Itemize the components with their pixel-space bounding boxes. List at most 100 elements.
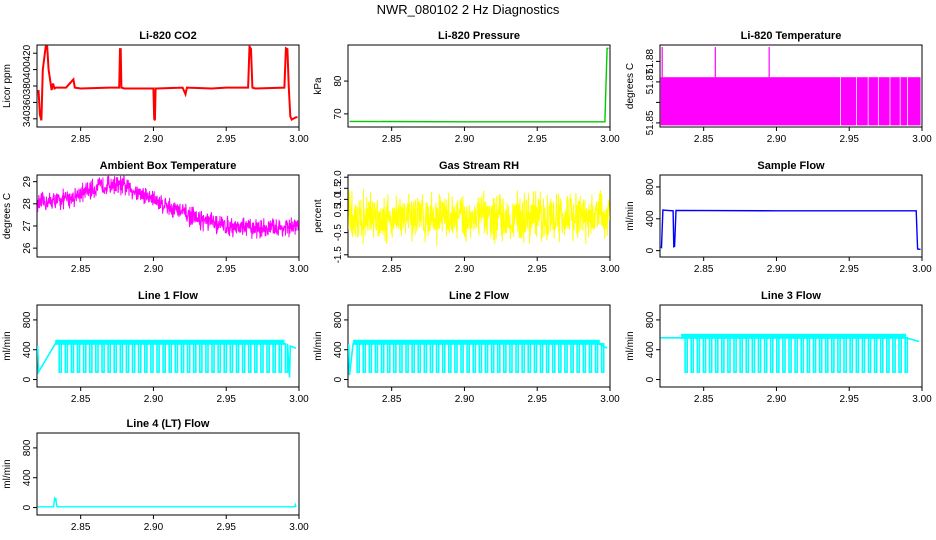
plot-frame xyxy=(36,432,300,516)
series-line xyxy=(37,45,298,121)
panel-title: Sample Flow xyxy=(757,160,825,172)
panel-title: Line 4 (LT) Flow xyxy=(127,418,210,430)
x-tick-label: 3.00 xyxy=(289,522,309,533)
y-tick-label: -0.5 xyxy=(333,224,344,242)
data-layer xyxy=(37,45,298,121)
panel-1: Li-820 CO2 2.85 2.90 2.95 3.00 34036038040042… xyxy=(2,30,309,145)
y-tick-label: 400 xyxy=(22,61,33,78)
x-tick-label: 2.85 xyxy=(71,134,91,145)
y-tick-label: 80 xyxy=(333,75,344,87)
panel-title: Gas Stream RH xyxy=(439,160,519,172)
x-tick-label: 3.00 xyxy=(289,264,309,275)
x-tick-label: 3.00 xyxy=(912,394,932,405)
x-tick-label: 2.85 xyxy=(694,134,714,145)
y-tick-label: 420 xyxy=(22,44,33,61)
panel-title: Ambient Box Temperature xyxy=(100,160,237,172)
x-tick-label: 2.95 xyxy=(839,394,859,405)
x-tick-label: 3.00 xyxy=(912,264,932,275)
data-layer xyxy=(37,339,297,378)
series-band xyxy=(55,339,285,345)
y-tick-label: 27 xyxy=(22,220,33,232)
y-tick-label: 1.0 xyxy=(333,192,344,206)
y-tick-label: 51.88 xyxy=(645,48,656,73)
data-layer xyxy=(37,175,299,239)
data-layer xyxy=(660,209,921,251)
panel-2: Li-820 Pressure 2.85 2.90 2.95 3.00 70 80 kPa xyxy=(313,30,620,145)
panel-4: Ambient Box Temperature 2.85 2.90 2.95 3.00 2… xyxy=(2,160,309,275)
series-line xyxy=(660,209,921,251)
y-tick-label: 0 xyxy=(333,376,344,382)
y-axis-label: percent xyxy=(313,199,324,233)
x-tick-label: 2.90 xyxy=(144,264,164,275)
plot-frame xyxy=(659,304,923,388)
y-tick-label: 2.0 xyxy=(333,170,344,184)
series-line xyxy=(37,343,297,378)
y-tick-label: 0 xyxy=(645,247,656,253)
x-tick-label: 3.00 xyxy=(600,264,620,275)
plot-frame xyxy=(659,44,923,128)
y-tick-label: 26 xyxy=(22,242,33,254)
y-tick-label: 360 xyxy=(22,94,33,111)
y-tick-label: 0 xyxy=(22,376,33,382)
y-tick-label: 29 xyxy=(22,176,33,188)
x-tick-label: 2.85 xyxy=(694,264,714,275)
x-tick-label: 2.90 xyxy=(144,134,164,145)
x-tick-label: 3.00 xyxy=(289,394,309,405)
x-tick-label: 3.00 xyxy=(600,394,620,405)
y-tick-label: 800 xyxy=(645,178,656,195)
series-line xyxy=(37,175,299,239)
panel-8: Line 2 Flow 2.85 2.90 2.95 3.00 0 400 800 ml/min xyxy=(313,290,620,405)
series-line xyxy=(37,495,297,508)
x-tick-label: 3.00 xyxy=(600,134,620,145)
y-tick-label: -1.5 xyxy=(333,246,344,264)
y-tick-label: 400 xyxy=(645,341,656,358)
y-axis-label: degrees C xyxy=(2,193,13,239)
x-tick-label: 2.95 xyxy=(216,264,236,275)
y-axis-label: ml/min xyxy=(625,331,636,360)
x-tick-label: 2.95 xyxy=(216,134,236,145)
plot-frame xyxy=(347,174,611,258)
series-line xyxy=(660,337,920,373)
x-tick-label: 2.95 xyxy=(839,264,859,275)
y-tick-label: 51.85 xyxy=(645,110,656,135)
y-tick-label: 800 xyxy=(333,311,344,328)
y-axis-label: ml/min xyxy=(625,201,636,230)
x-tick-label: 2.95 xyxy=(216,394,236,405)
plot-frame xyxy=(659,174,923,258)
x-tick-label: 2.85 xyxy=(71,264,91,275)
panel-title: Line 1 Flow xyxy=(138,290,198,302)
y-tick-label: 400 xyxy=(645,210,656,227)
plot-frame xyxy=(347,44,611,128)
y-axis-label: kPa xyxy=(313,77,324,95)
panel-3: Li-820 Temperature 2.85 2.90 2.95 3.00 51.85 5… xyxy=(625,30,932,145)
x-tick-label: 2.85 xyxy=(382,264,402,275)
y-axis-label: ml/min xyxy=(313,331,324,360)
panel-title: Line 3 Flow xyxy=(761,290,821,302)
panel-5: Gas Stream RH 2.85 2.90 2.95 3.00 -1.5 -0.5 0.5… xyxy=(313,160,620,275)
y-tick-label: 1.5 xyxy=(333,181,344,195)
y-axis-label: Licor ppm xyxy=(2,64,13,108)
data-layer xyxy=(348,339,608,376)
x-tick-label: 2.85 xyxy=(382,394,402,405)
x-tick-label: 2.95 xyxy=(527,134,547,145)
y-tick-label: 800 xyxy=(22,439,33,456)
y-tick-label: 0 xyxy=(22,504,33,510)
data-layer xyxy=(660,47,921,126)
x-tick-label: 2.90 xyxy=(455,394,475,405)
x-tick-label: 2.90 xyxy=(455,134,475,145)
x-tick-label: 2.85 xyxy=(71,394,91,405)
panel-title: Li-820 CO2 xyxy=(139,30,196,42)
x-tick-label: 2.90 xyxy=(767,134,787,145)
y-tick-label: 800 xyxy=(22,311,33,328)
x-tick-label: 2.85 xyxy=(694,394,714,405)
plot-frame xyxy=(36,44,300,128)
y-axis-label: ml/min xyxy=(2,459,13,488)
x-tick-label: 2.90 xyxy=(767,394,787,405)
series-band xyxy=(353,339,600,345)
panel-10: Line 4 (LT) Flow 2.85 2.90 2.95 3.00 0 400 800 m… xyxy=(2,418,309,533)
series-line xyxy=(349,47,609,123)
panel-6: Sample Flow 2.85 2.90 2.95 3.00 0 400 800 ml/min xyxy=(625,160,932,275)
data-layer xyxy=(660,333,920,373)
x-tick-label: 2.95 xyxy=(527,394,547,405)
